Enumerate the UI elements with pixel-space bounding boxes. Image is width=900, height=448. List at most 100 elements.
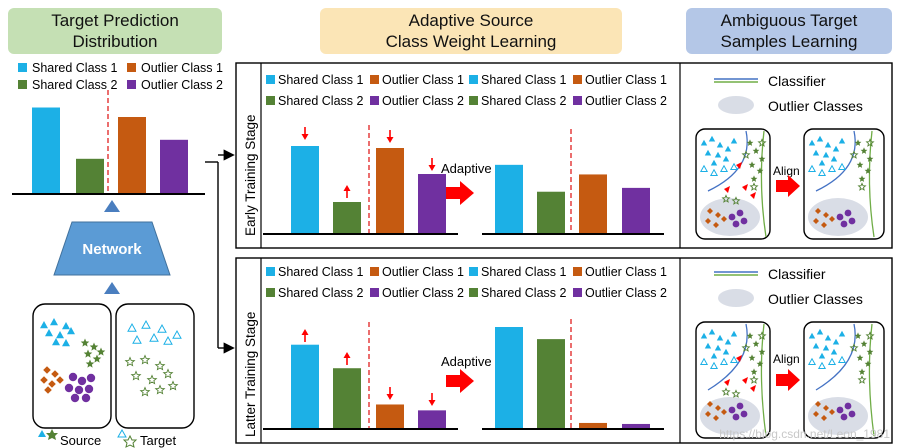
diamond-marker bbox=[815, 401, 821, 407]
diamond-marker bbox=[56, 376, 64, 384]
legend-label-outlier1: Outlier Class 1 bbox=[382, 265, 464, 279]
triangle-marker bbox=[817, 361, 827, 370]
bar-4 bbox=[160, 139, 188, 193]
classifier-boundary bbox=[868, 323, 875, 437]
triangle-marker bbox=[824, 141, 832, 148]
target-label: Target bbox=[140, 433, 177, 448]
star-marker bbox=[860, 340, 868, 347]
triangle-marker bbox=[45, 329, 53, 337]
star-marker bbox=[858, 175, 866, 182]
classifier-label: Classifier bbox=[768, 73, 826, 89]
star-marker bbox=[857, 182, 867, 191]
star-marker bbox=[721, 387, 731, 396]
triangle-marker bbox=[52, 338, 60, 346]
legend-label-outlier1: Outlier Class 1 bbox=[585, 265, 667, 279]
bar-2 bbox=[76, 158, 104, 193]
star-marker bbox=[849, 343, 859, 352]
circle-marker bbox=[740, 217, 748, 225]
triangle-marker bbox=[62, 322, 70, 330]
star-marker bbox=[748, 161, 756, 168]
circle-marker bbox=[74, 385, 84, 395]
diamond-marker bbox=[705, 218, 711, 224]
align-label-early: Align bbox=[773, 164, 800, 178]
triangle-marker bbox=[724, 145, 732, 152]
triangle-marker bbox=[818, 352, 826, 359]
circle-marker bbox=[732, 413, 740, 421]
star-marker bbox=[749, 182, 759, 191]
diamond-marker bbox=[713, 222, 719, 228]
diamond-marker bbox=[40, 376, 48, 384]
source-domain-box bbox=[32, 303, 112, 429]
legend-label-outlier1: Outlier Class 1 bbox=[141, 61, 223, 75]
triangle-marker bbox=[172, 329, 182, 339]
star-marker bbox=[864, 167, 872, 174]
down-arrow-icon bbox=[428, 393, 436, 406]
triangle-marker bbox=[716, 141, 724, 148]
diamond-marker bbox=[721, 409, 727, 415]
triangle-marker bbox=[708, 135, 716, 142]
star-marker bbox=[865, 331, 875, 340]
left-legend: Shared Class 1 Outlier Class 1 Shared Cl… bbox=[18, 61, 223, 92]
classifier-label: Classifier bbox=[768, 266, 826, 282]
legend-label-shared2: Shared Class 2 bbox=[278, 286, 364, 300]
circle-marker bbox=[848, 410, 856, 418]
bar-1 bbox=[32, 107, 60, 193]
network-label: Network bbox=[82, 241, 142, 258]
bar-3 bbox=[579, 174, 607, 233]
bar-2 bbox=[537, 339, 565, 428]
legend-swatch-outlier2 bbox=[573, 288, 582, 297]
up-arrow-icon bbox=[301, 329, 309, 342]
triangle-marker bbox=[816, 135, 824, 142]
triangle-marker bbox=[714, 344, 722, 351]
legend-swatch-outlier1 bbox=[573, 75, 582, 84]
legend-label-outlier2: Outlier Class 2 bbox=[382, 286, 464, 300]
star-marker bbox=[721, 194, 731, 203]
triangle-marker bbox=[830, 348, 838, 355]
star-marker bbox=[154, 384, 166, 395]
domain-legend: Source Target bbox=[38, 428, 177, 448]
circle-marker bbox=[736, 402, 744, 410]
up-arrow-icon bbox=[104, 200, 120, 218]
circle-marker bbox=[77, 376, 87, 386]
legend-label-shared1: Shared Class 1 bbox=[278, 265, 364, 279]
down-arrow-icon bbox=[428, 158, 436, 171]
legend-label-shared1: Shared Class 1 bbox=[481, 73, 567, 87]
circle-marker bbox=[86, 373, 96, 383]
star-marker bbox=[865, 138, 875, 147]
ambiguous-sample-box bbox=[695, 321, 771, 439]
star-marker bbox=[752, 340, 760, 347]
legend-label-shared2: Shared Class 2 bbox=[32, 78, 118, 92]
classifier-boundary bbox=[868, 130, 875, 238]
triangle-marker bbox=[699, 357, 709, 366]
diamond-marker bbox=[813, 411, 819, 417]
arrow-head bbox=[428, 400, 436, 406]
triangle-marker bbox=[816, 328, 824, 335]
outlier-ellipse-icon bbox=[718, 96, 754, 114]
down-arrow-icon bbox=[386, 387, 394, 400]
triangle-marker bbox=[716, 334, 724, 341]
arrow-head bbox=[301, 329, 309, 335]
triangle-marker bbox=[127, 322, 137, 332]
watermark: https://blog.csdn.net/Leon_1981 bbox=[719, 427, 890, 441]
star-marker bbox=[83, 349, 93, 358]
circle-marker bbox=[840, 220, 848, 228]
circle-marker bbox=[728, 213, 736, 221]
diamond-marker bbox=[44, 386, 52, 394]
header-line: Class Weight Learning bbox=[385, 32, 557, 51]
triangle-marker bbox=[700, 139, 708, 146]
down-arrow-icon bbox=[301, 127, 309, 140]
triangle-marker bbox=[822, 151, 830, 158]
legend-label-shared2: Shared Class 2 bbox=[481, 94, 567, 108]
triangle-marker bbox=[699, 164, 709, 173]
chart-early-after bbox=[482, 129, 664, 235]
bar-1 bbox=[495, 164, 523, 233]
triangle-marker bbox=[818, 159, 826, 166]
legend-label-outlier2: Outlier Class 2 bbox=[382, 94, 464, 108]
chart-latter-after bbox=[482, 319, 664, 430]
star-marker bbox=[124, 356, 136, 367]
diamond-marker bbox=[43, 366, 51, 374]
red-marker bbox=[742, 377, 748, 384]
star-marker bbox=[130, 370, 142, 381]
diamond-marker bbox=[813, 218, 819, 224]
legend-swatch-shared2 bbox=[469, 96, 478, 105]
